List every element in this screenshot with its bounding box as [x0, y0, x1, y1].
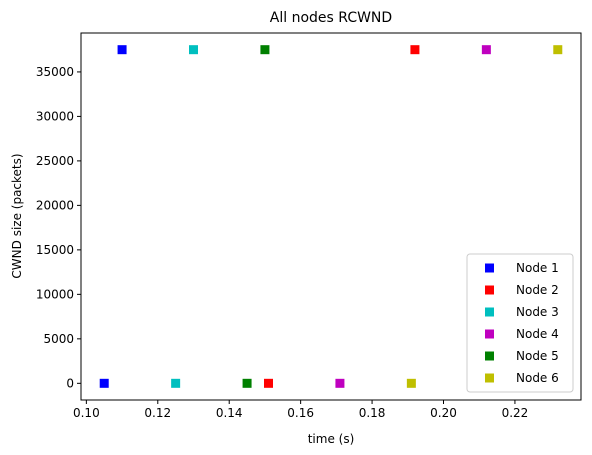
node-3-point-1 — [171, 378, 181, 388]
plot-area: 0.10 0.12 0.14 0.16 0.18 0.20 0.22 0 5000 10000 15… — [36, 32, 582, 420]
legend-marker-node-6 — [485, 373, 494, 383]
legend-marker-node-3 — [485, 307, 494, 317]
y-tick-label: 0 — [66, 376, 74, 390]
legend-label-node-5: Node 5 — [516, 349, 559, 363]
legend-marker-node-1 — [485, 263, 494, 273]
y-tick-label: 10000 — [36, 287, 74, 301]
node-4-point-2 — [481, 45, 491, 55]
axes-frame — [80, 32, 582, 401]
legend-label-node-3: Node 3 — [516, 305, 559, 319]
legend-label-node-2: Node 2 — [516, 283, 559, 297]
x-tick-label: 0.12 — [144, 406, 171, 420]
node-4-point-1 — [335, 378, 345, 388]
x-tick-label: 0.22 — [502, 406, 529, 420]
y-tick-label: 20000 — [36, 198, 74, 212]
legend-marker-node-2 — [485, 285, 494, 295]
y-tick-label: 25000 — [36, 154, 74, 168]
legend-label-node-6: Node 6 — [516, 371, 559, 385]
x-tick-label: 0.10 — [73, 406, 100, 420]
legend-label-node-4: Node 4 — [516, 327, 559, 341]
chart-title: All nodes RCWND — [270, 10, 392, 26]
x-tick-label: 0.20 — [430, 406, 457, 420]
node-3-point-2 — [189, 45, 198, 55]
node-5-point-1 — [242, 378, 252, 388]
legend-label-node-1: Node 1 — [516, 261, 559, 275]
y-axis-label: CWND size (packets) — [10, 153, 24, 278]
node-5-point-2 — [260, 45, 270, 55]
legend: Node 1 Node 2 Node 3 Node 4 Node 5 Node 6 — [466, 253, 574, 393]
y-tick-label: 30000 — [36, 109, 74, 123]
y-tick-label: 35000 — [36, 65, 74, 79]
x-tick-label: 0.14 — [216, 406, 243, 420]
y-tick-label: 5000 — [43, 332, 74, 346]
legend-marker-node-4 — [485, 329, 494, 339]
node-2-point-1 — [264, 378, 273, 388]
y-tick-label: 15000 — [36, 243, 74, 257]
legend-marker-node-5 — [485, 351, 494, 361]
x-tick-label: 0.18 — [359, 406, 386, 420]
node-2-point-2 — [410, 45, 420, 55]
x-tick-label: 0.16 — [287, 406, 314, 420]
node-6-point-2 — [553, 45, 563, 55]
x-axis-label: time (s) — [308, 432, 355, 446]
node-6-point-1 — [406, 378, 416, 388]
node-1-point-1 — [99, 378, 109, 388]
node-1-point-2 — [117, 45, 127, 55]
